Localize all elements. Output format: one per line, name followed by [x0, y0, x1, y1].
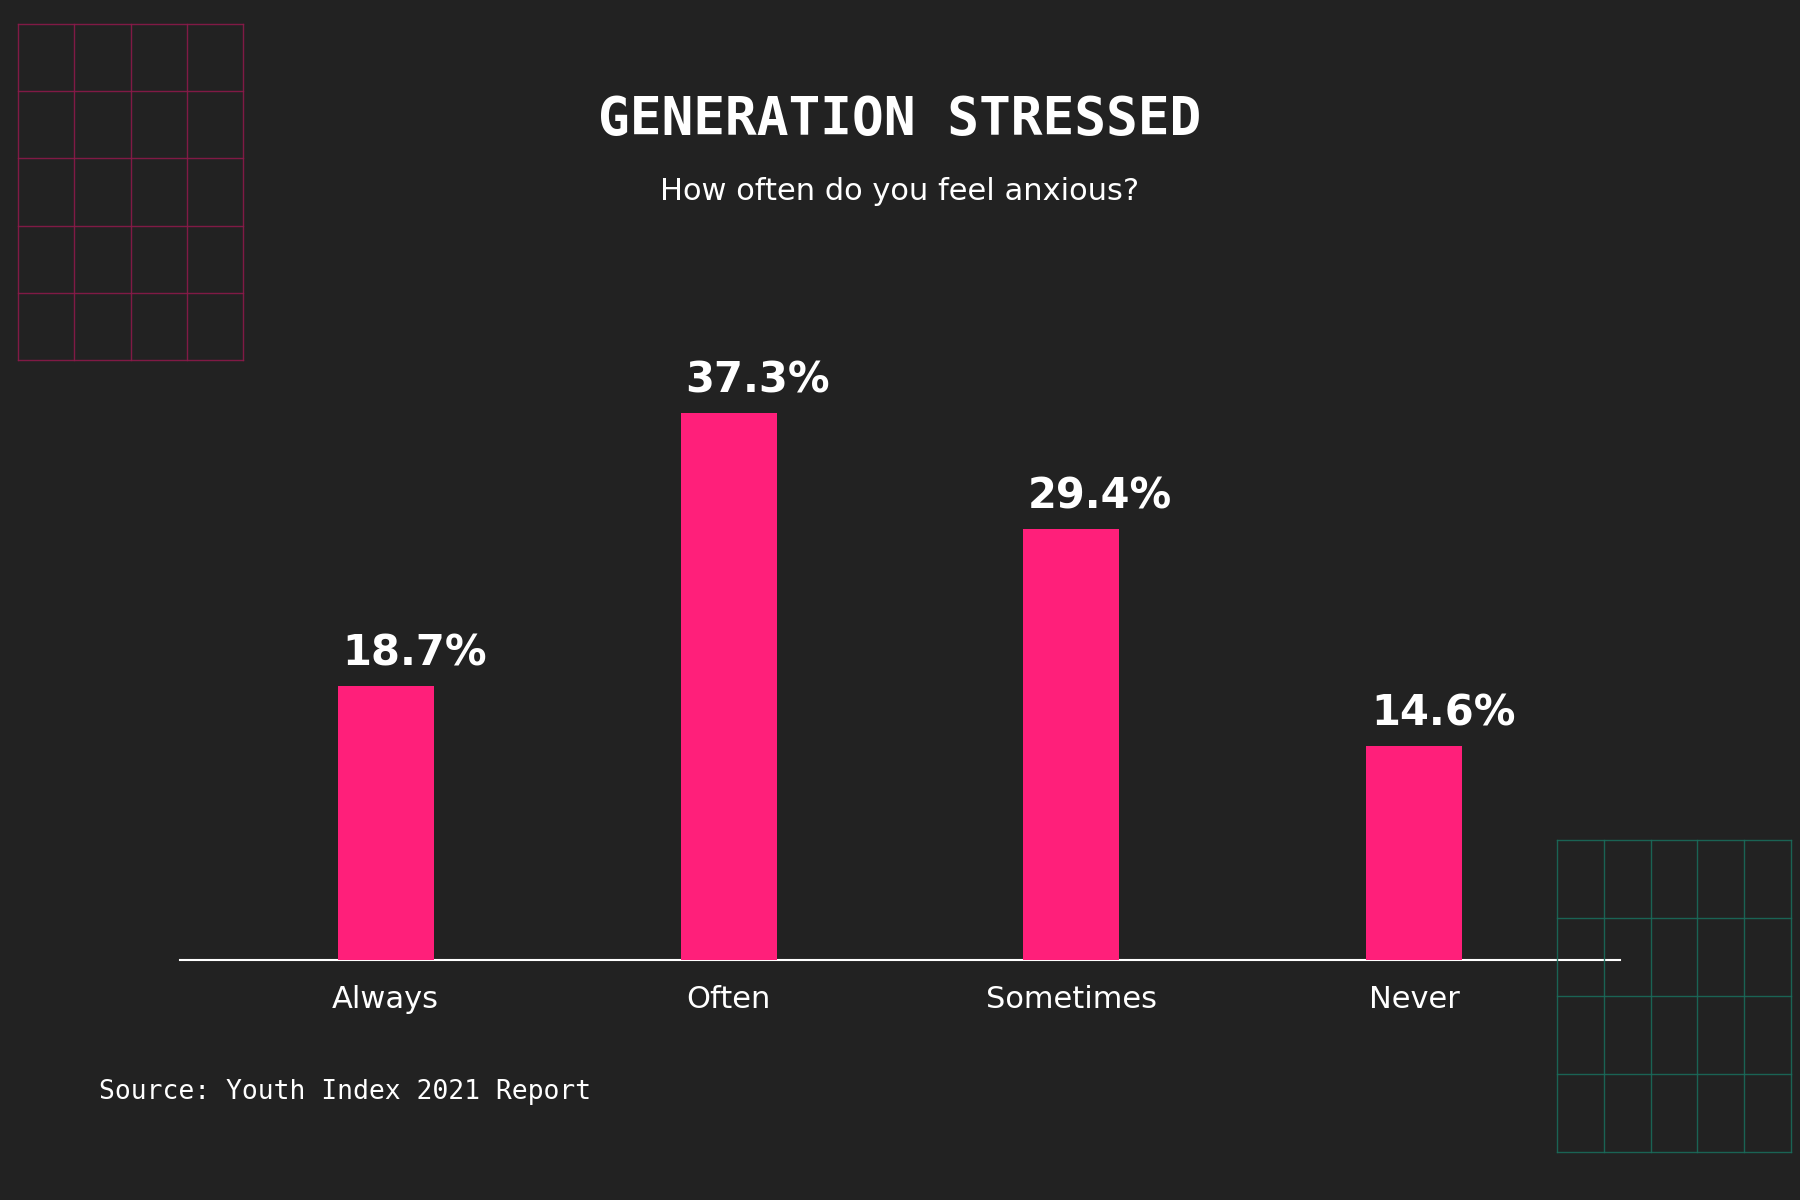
Text: 29.4%: 29.4% — [1028, 475, 1172, 517]
Bar — [1024, 529, 1120, 960]
Text: How often do you feel anxious?: How often do you feel anxious? — [661, 178, 1139, 206]
Text: GENERATION STRESSED: GENERATION STRESSED — [598, 94, 1202, 146]
Text: Source: Youth Index 2021 Report: Source: Youth Index 2021 Report — [99, 1079, 590, 1105]
Text: 18.7%: 18.7% — [342, 632, 488, 674]
Text: 37.3%: 37.3% — [686, 359, 830, 401]
Bar — [680, 413, 776, 960]
Text: 14.6%: 14.6% — [1372, 692, 1516, 734]
Bar — [338, 685, 434, 960]
Bar — [1366, 746, 1462, 960]
